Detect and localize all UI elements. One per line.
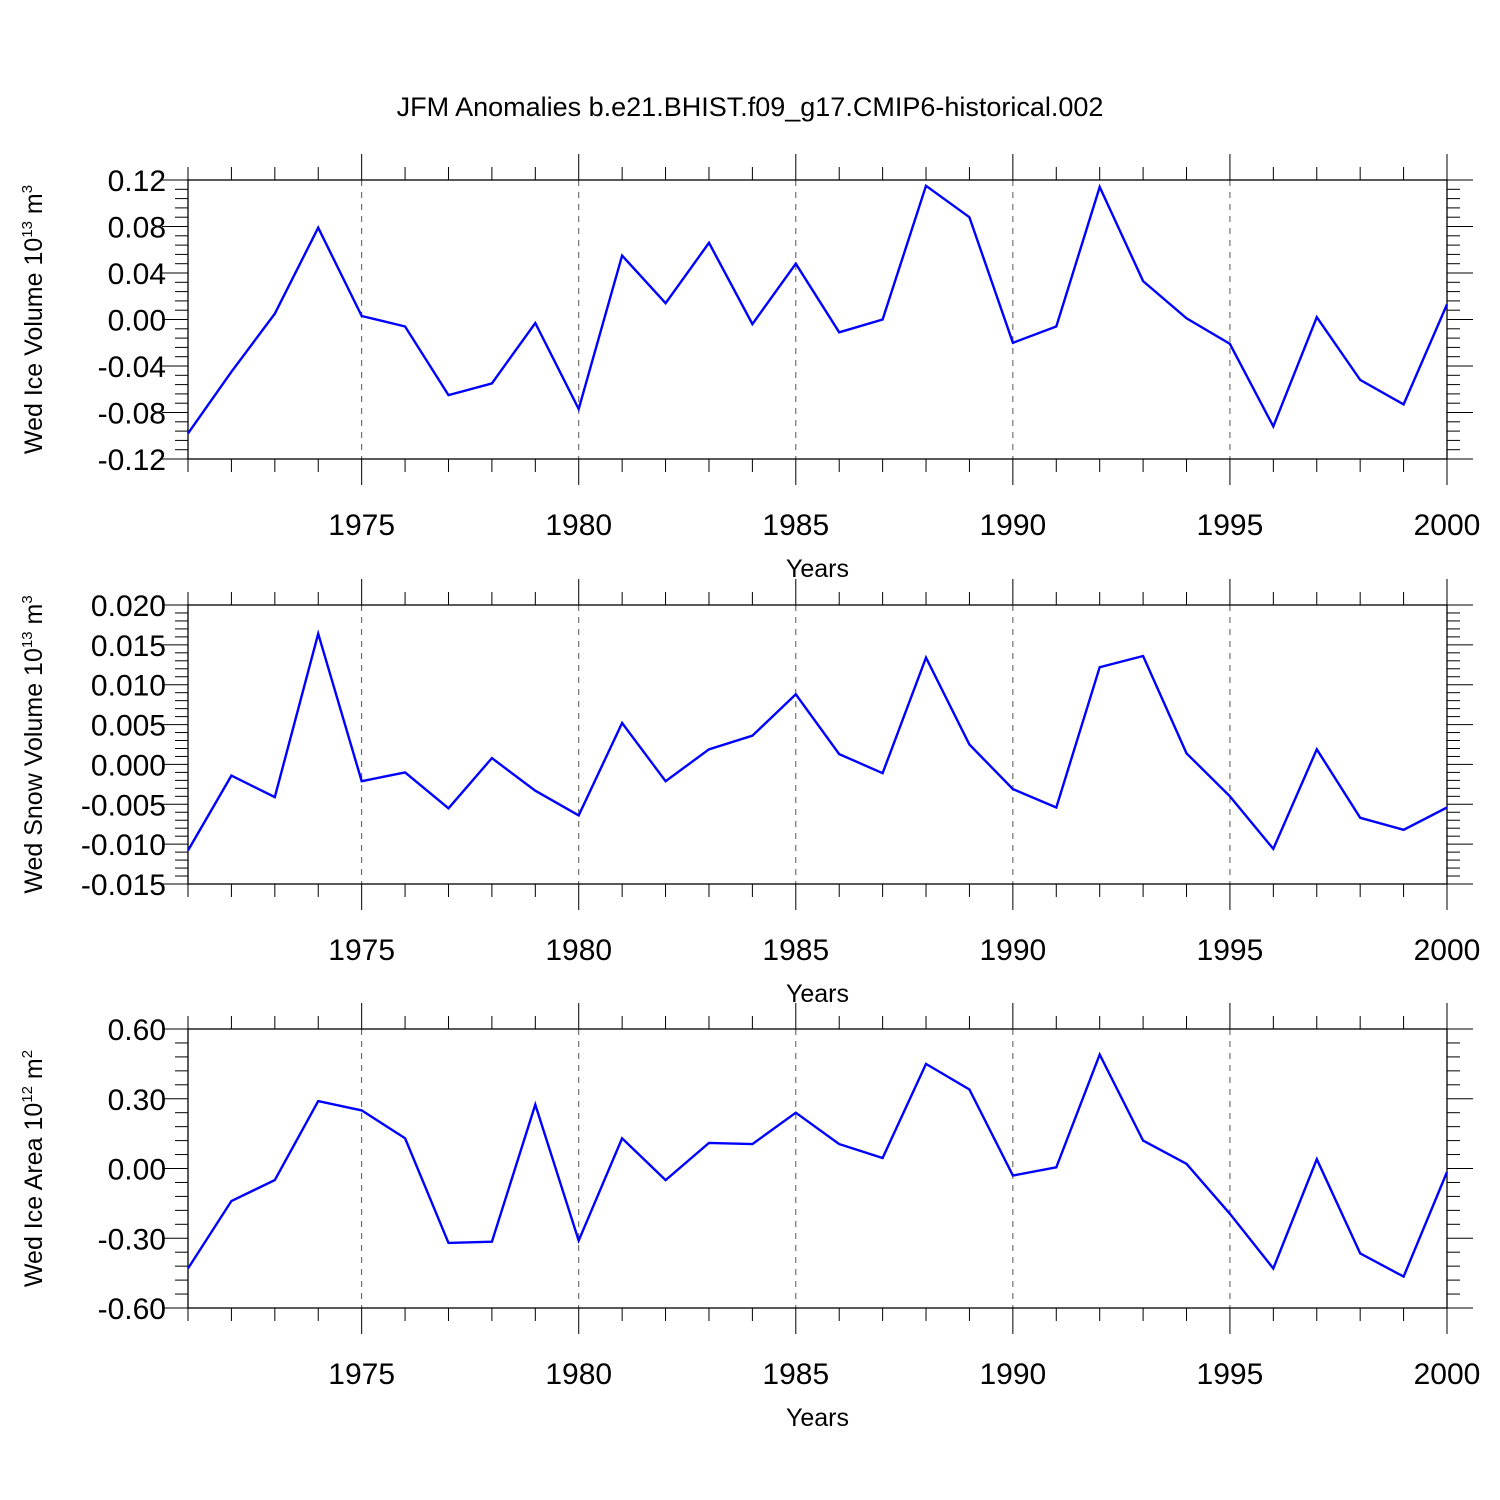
x-axis-label: Years: [786, 1404, 849, 1432]
x-tick-label: 1980: [545, 1358, 612, 1391]
series-line: [187, 183, 1449, 435]
x-tick-label: 1980: [545, 934, 612, 967]
y-tick-label: -0.08: [98, 398, 166, 431]
y-axis-label: Wed Ice Area 1012 m2: [19, 1050, 48, 1287]
x-tick-label: 1985: [762, 509, 829, 542]
y-tick-label: -0.60: [98, 1293, 166, 1326]
y-tick-label: 0.04: [108, 258, 166, 291]
x-tick-label: 2000: [1414, 934, 1481, 967]
y-tick-label: 0.015: [91, 630, 166, 663]
x-tick-label: 1990: [979, 509, 1046, 542]
y-tick-label: 0.30: [108, 1084, 166, 1117]
y-axis-label: Wed Snow Volume 1013 m3: [19, 595, 48, 893]
x-tick-label: 1995: [1197, 1358, 1264, 1391]
x-tick-label: 1975: [328, 934, 395, 967]
x-tick-label: 1975: [328, 509, 395, 542]
x-axis-label: Years: [786, 980, 849, 1008]
y-tick-label: -0.30: [98, 1223, 166, 1256]
x-tick-label: 1985: [762, 1358, 829, 1391]
y-tick-label: -0.12: [98, 444, 166, 477]
x-tick-label: 2000: [1414, 509, 1481, 542]
x-tick-label: 1990: [979, 934, 1046, 967]
plot-frame: [187, 1028, 1448, 1309]
x-tick-label: 1975: [328, 1358, 395, 1391]
y-tick-label: -0.015: [81, 869, 166, 902]
plot-frame: [187, 604, 1448, 885]
x-tick-label: 1990: [979, 1358, 1046, 1391]
y-tick-label: 0.005: [91, 710, 166, 743]
x-tick-label: 1995: [1197, 934, 1264, 967]
x-tick-label: 1980: [545, 509, 612, 542]
x-axis-label: Years: [786, 555, 849, 583]
y-tick-label: -0.005: [81, 789, 166, 822]
series-line: [186, 629, 1448, 852]
y-tick-label: 0.010: [91, 670, 166, 703]
chart-title: JFM Anomalies b.e21.BHIST.f09_g17.CMIP6-…: [397, 92, 1104, 122]
panels: -0.12 -0.08 -0.04 0.00 0.04 0.08 0.12 1975 1980 1…: [19, 154, 1480, 1432]
x-tick-label: 2000: [1414, 1358, 1481, 1391]
y-tick-label: -0.04: [98, 351, 166, 384]
y-tick-label: 0.12: [108, 165, 166, 198]
y-tick-label: 0.60: [108, 1014, 166, 1047]
panel-2: -0.015 -0.010 -0.005 0.000 0.005 0.010 0.015 0.…: [19, 579, 1480, 1008]
y-tick-label: 0.000: [91, 749, 166, 782]
y-tick-label: 0.00: [108, 1154, 166, 1187]
panel-3: -0.60 -0.30 0.00 0.30 0.60 1975 1980 1985 1990 19…: [19, 1003, 1480, 1432]
x-tick-label: 1985: [762, 934, 829, 967]
y-tick-label: 0.00: [108, 305, 166, 338]
y-axis-label: Wed Ice Volume 1013 m3: [19, 185, 48, 454]
panel-1: -0.12 -0.08 -0.04 0.00 0.04 0.08 0.12 1975 1980 1…: [19, 154, 1480, 583]
y-tick-label: 0.08: [108, 212, 166, 245]
series-line: [186, 1051, 1449, 1279]
x-tick-label: 1995: [1197, 509, 1264, 542]
y-tick-label: -0.010: [81, 829, 166, 862]
y-tick-label: 0.020: [91, 590, 166, 623]
